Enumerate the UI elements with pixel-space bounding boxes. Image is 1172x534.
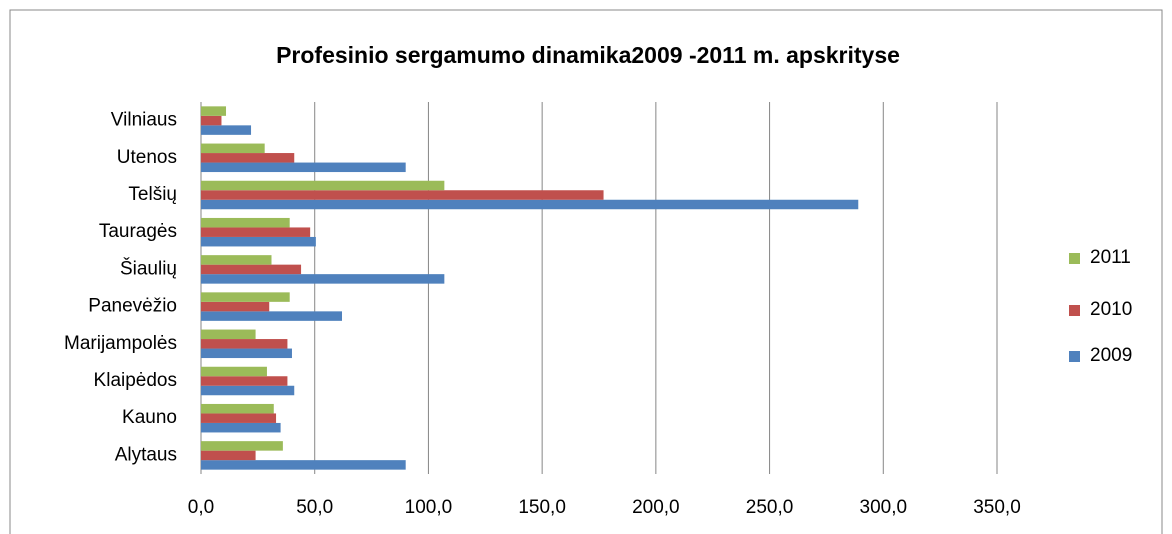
bar (201, 125, 252, 135)
bar (201, 301, 270, 312)
bar (201, 264, 302, 275)
bar (201, 413, 277, 423)
bar (201, 153, 295, 163)
x-tick-label: 350,0 (973, 497, 1021, 518)
x-tick-label: 300,0 (860, 497, 908, 518)
bar (201, 339, 288, 349)
bar (201, 403, 274, 414)
bar (201, 227, 311, 237)
legend-swatch (1069, 351, 1080, 362)
bar (201, 422, 281, 433)
y-tick-label: Alytaus (115, 444, 177, 465)
legend-label: 2009 (1090, 345, 1132, 366)
x-tick-label: 50,0 (296, 497, 333, 518)
bar (201, 199, 859, 210)
x-tick-label: 100,0 (405, 497, 453, 518)
bar (201, 292, 290, 302)
bar (201, 450, 256, 461)
y-tick-label: Šiaulių (120, 257, 177, 279)
bar (201, 329, 256, 340)
bar (201, 274, 445, 284)
bar (201, 236, 316, 247)
chart-frame (9, 9, 1163, 534)
y-tick-label: Utenos (117, 147, 177, 168)
legend-label: 2011 (1090, 247, 1131, 268)
legend-swatch (1069, 253, 1080, 264)
y-tick-label: Marijampolės (64, 333, 177, 354)
bar (201, 162, 406, 173)
bar (201, 311, 343, 321)
bar (201, 180, 445, 191)
bar (201, 106, 227, 116)
y-tick-label: Klaipėdos (94, 370, 177, 391)
bar (201, 376, 288, 386)
bar (201, 385, 295, 396)
y-tick-label: Vilniaus (111, 110, 177, 131)
y-tick-label: Tauragės (99, 221, 177, 242)
legend-swatch (1069, 305, 1080, 316)
bar (201, 460, 406, 470)
bar (201, 190, 604, 200)
y-tick-label: Panevėžio (88, 296, 177, 317)
bar (201, 115, 222, 126)
bar (201, 441, 283, 451)
bar (201, 143, 265, 154)
x-tick-label: 250,0 (746, 497, 794, 518)
x-tick-label: 0,0 (188, 497, 214, 518)
x-tick-label: 150,0 (518, 497, 566, 518)
x-tick-label: 200,0 (632, 497, 680, 518)
bar (201, 366, 267, 377)
legend-label: 2010 (1090, 299, 1132, 320)
chart-title: Profesinio sergamumo dinamika2009 -2011 … (276, 42, 900, 68)
bar (201, 217, 290, 228)
y-tick-label: Kauno (122, 407, 177, 428)
y-tick-label: Telšių (128, 184, 177, 205)
bar (201, 348, 292, 359)
bar (201, 255, 272, 265)
